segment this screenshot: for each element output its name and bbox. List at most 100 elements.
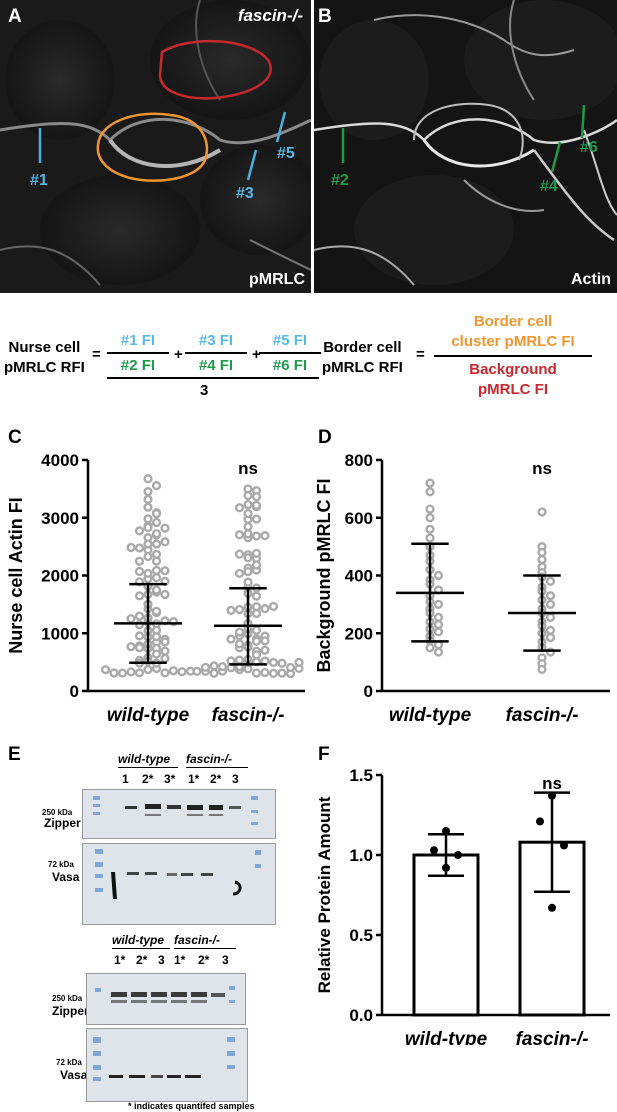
chart-c-data-point <box>234 627 245 637</box>
chart-d-data-point <box>425 504 435 514</box>
chart-c-data-point <box>143 514 153 524</box>
chart-c-data-point <box>243 508 253 519</box>
chart-d-data-point <box>545 625 556 635</box>
frac3-den: #6 FI <box>272 357 308 374</box>
chart-c-data-point <box>134 591 145 601</box>
border-frac-line <box>434 355 592 357</box>
chart-d-data-point <box>433 570 444 581</box>
chart-c-data-point <box>277 658 287 668</box>
chart-c-data-point <box>260 531 270 541</box>
chart-c-data-point <box>234 568 245 579</box>
kda-250-bottom: 250 kDa <box>52 994 83 1003</box>
panel-a-genotype: fascin-/- <box>237 6 303 25</box>
vasa-label-top: Vasa <box>52 870 80 884</box>
chart-c-data-point <box>177 667 187 677</box>
chart-c-data-point <box>251 636 262 646</box>
chart-c-data-point <box>243 490 253 501</box>
blot-zipper-top <box>82 789 276 839</box>
panel-a-stain: pMRLC <box>249 271 305 288</box>
chart-c-data-point <box>126 614 136 624</box>
zipper-label-top: Zipper <box>44 816 81 830</box>
chart-c: 0 1000 2000 3000 4000 Nurse cell Actin FI wild… <box>6 451 305 726</box>
chart-c-data-point <box>151 508 162 519</box>
chart-c-data-point <box>243 529 253 539</box>
chart-c-data-point <box>234 639 245 649</box>
vasa-label-bottom: Vasa <box>60 1068 88 1082</box>
chart-f-y-tick-label: 1.0 <box>349 846 373 865</box>
chart-d-data-point <box>545 576 556 586</box>
chart-c-data-point <box>126 642 136 652</box>
panel-b-letter: B <box>318 6 332 27</box>
line-label-3: #3 <box>236 185 254 202</box>
line-label-1: #1 <box>30 172 48 189</box>
chart-c-data-point <box>251 560 262 570</box>
chart-c-y-axis-label: Nurse cell Actin FI <box>6 497 26 653</box>
chart-d-y-axis-label: Background pMRLC FI <box>314 479 334 673</box>
chart-c-data-point <box>160 653 170 664</box>
line-label-2: #2 <box>331 172 349 189</box>
blot-top-lane-3: 3* <box>164 772 176 786</box>
chart-c-data-point <box>160 566 170 576</box>
chart-c-data-point <box>160 637 170 647</box>
chart-f-x-category-label: wild-type <box>405 1029 488 1045</box>
chart-c-data-point <box>234 655 245 665</box>
blot-bottom-fascin: fascin-/- <box>174 933 221 947</box>
zipper-label-bottom: Zipper <box>52 1004 89 1018</box>
chart-c-data-point <box>143 494 153 504</box>
chart-c-data-point <box>251 531 262 541</box>
chart-d-data-point <box>425 478 435 488</box>
chart-d-data-point <box>433 619 444 630</box>
chart-c-data-point <box>134 526 145 536</box>
chart-f-bar <box>412 853 480 1017</box>
chart-c-data-point <box>200 662 211 672</box>
chart-c-data-point <box>100 665 111 675</box>
chart-c-data-point <box>160 537 170 547</box>
chart-c-y-tick-label: 1000 <box>41 624 79 643</box>
chart-d-x-category-label: wild-type <box>389 705 472 726</box>
chart-d-x-category-label: fascin-/- <box>506 705 579 726</box>
chart-c-data-point <box>277 668 287 678</box>
chart-c-data-point <box>143 487 153 497</box>
chart-c-data-point <box>151 649 162 659</box>
kda-250-top: 250 kDa <box>42 808 73 817</box>
chart-c-data-point <box>251 608 262 619</box>
chart-c-data-point <box>134 543 145 553</box>
blot-top-lane-6: 3 <box>232 772 239 786</box>
blot-top-wt-rule <box>118 767 178 768</box>
chart-c-y-tick-label: 4000 <box>41 451 79 470</box>
chart-d-data-point <box>433 599 444 609</box>
chart-d: 0 200 400 600 800 Background pMRLC FI wild-typ… <box>314 451 610 726</box>
blot-top-fascin: fascin-/- <box>186 752 233 766</box>
chart-c-significance-label: ns <box>238 459 258 478</box>
frac1-line <box>107 352 169 354</box>
blot-vasa-bottom-bands <box>93 1037 235 1081</box>
chart-f-data-point <box>548 791 556 800</box>
chart-c-data-point <box>260 667 270 678</box>
panel-c-letter: C <box>8 427 22 448</box>
chart-d-data-point <box>545 612 556 622</box>
blot-top-wt: wild-type <box>118 752 171 766</box>
panel-a-letter: A <box>8 6 22 27</box>
line-label-6: #6 <box>580 139 598 156</box>
chart-d-data-point <box>537 507 547 517</box>
blot-footnote: * indicates quantifed samples <box>128 1101 255 1111</box>
chart-c-data-point <box>234 530 245 540</box>
chart-f: 0.0 0.5 1.0 1.5 Relative Protein Amount wild-… <box>315 766 610 1045</box>
chart-c-data-point <box>143 551 153 562</box>
chart-d-data-point <box>433 612 444 622</box>
chart-c-data-point <box>160 589 170 600</box>
chart-c-data-point <box>234 604 245 615</box>
chart-c-data-point <box>151 529 162 539</box>
frac3-num: #5 FI <box>272 332 308 349</box>
chart-c-data-point <box>143 539 153 549</box>
plus-2: + <box>252 346 261 363</box>
chart-f-data-point <box>442 827 450 835</box>
chart-c-x-category-label: wild-type <box>107 705 190 726</box>
blot-vasa-top-bands <box>95 849 261 899</box>
blot-bottom-wt: wild-type <box>112 933 165 947</box>
blot-bottom-lane-2: 2* <box>136 953 148 967</box>
micrograph-a-image <box>0 0 311 293</box>
chart-c-data-point <box>234 549 245 559</box>
chart-f-data-point <box>548 903 556 912</box>
chart-f-y-tick-label: 1.5 <box>349 766 373 785</box>
